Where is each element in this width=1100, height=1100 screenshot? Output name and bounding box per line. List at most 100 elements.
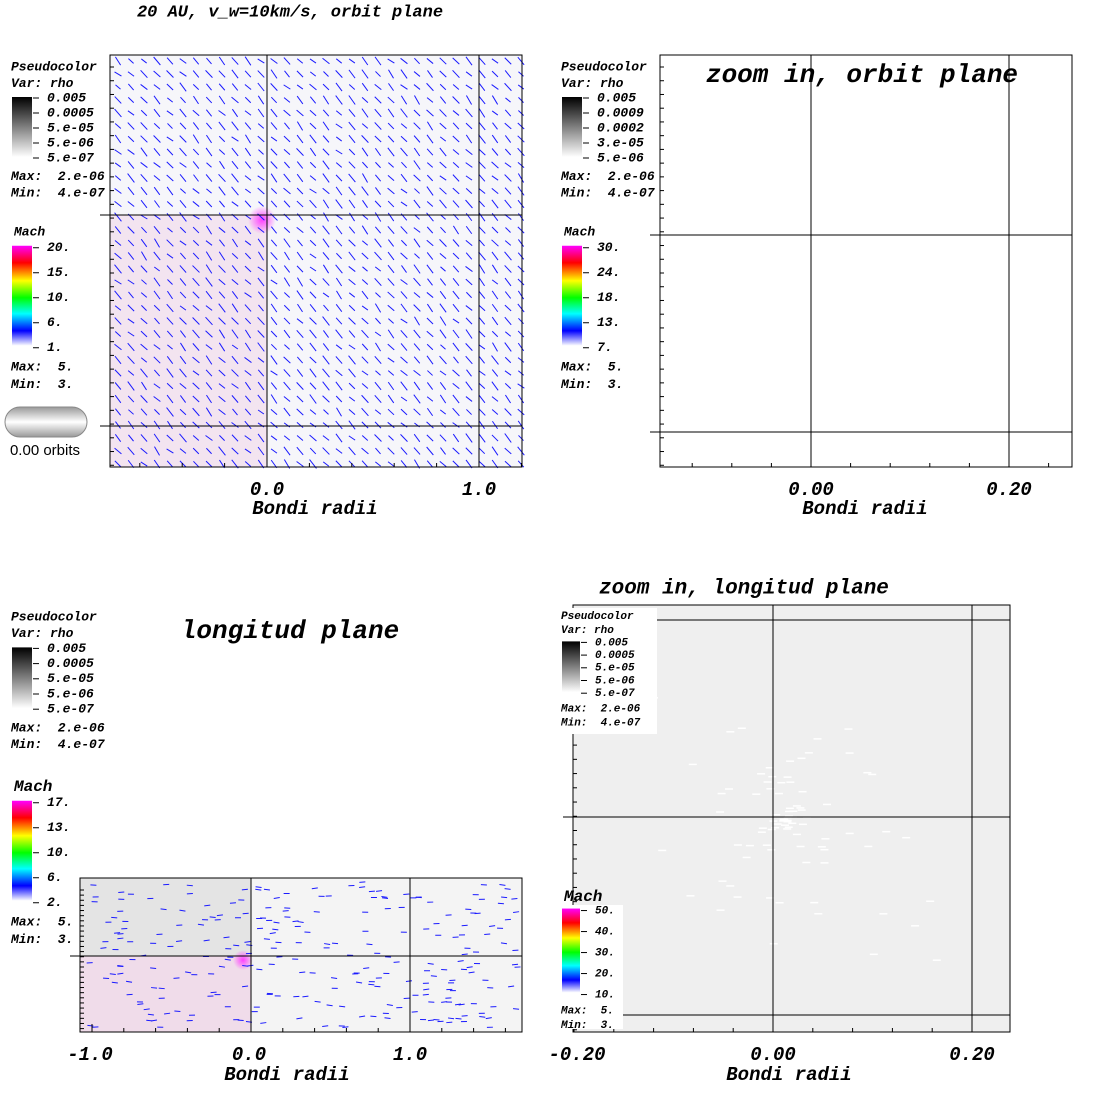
- velocity-arrow: [244, 70, 252, 78]
- velocity-arrow: [218, 251, 226, 261]
- velocity-arrow: [447, 1017, 455, 1020]
- velocity-arrow: [244, 408, 252, 416]
- velocity-arrow: [114, 71, 122, 77]
- velocity-arrow: [309, 253, 317, 259]
- velocity-arrow: [283, 277, 291, 287]
- velocity-arrow: [335, 433, 343, 443]
- velocity-arrow: [273, 896, 280, 899]
- velocity-arrow: [491, 161, 499, 169]
- velocity-arrow: [400, 434, 408, 442]
- velocity-arrow: [426, 186, 434, 196]
- velocity-arrow: [153, 135, 161, 143]
- velocity-arrow: [335, 174, 343, 182]
- velocity-arrow: [478, 304, 486, 312]
- velocity-arrow: [140, 343, 148, 351]
- velocity-arrow: [283, 135, 291, 143]
- velocity-arrow: [400, 447, 408, 455]
- velocity-arrow: [179, 395, 187, 403]
- velocity-arrow: [324, 943, 331, 946]
- velocity-arrow: [400, 147, 408, 157]
- velocity-arrow: [309, 304, 317, 312]
- velocity-arrow: [426, 434, 434, 442]
- legend-min: Min: 4.e-07: [10, 737, 105, 752]
- velocity-arrow: [478, 188, 486, 194]
- velocity-arrow: [504, 447, 512, 455]
- legend-tick-label: 5.e-07: [47, 150, 94, 165]
- velocity-arrow: [153, 175, 161, 181]
- legend-min: Min: 3.: [10, 377, 73, 392]
- velocity-arrow: [413, 238, 421, 248]
- velocity-arrow: [192, 421, 200, 429]
- velocity-arrow: [452, 303, 460, 313]
- velocity-arrow: [374, 212, 382, 222]
- velocity-arrow: [339, 1005, 346, 1008]
- velocity-arrow: [166, 355, 174, 365]
- velocity-arrow: [140, 122, 148, 130]
- legend-tick-label: 0.005: [597, 90, 636, 105]
- velocity-arrow: [299, 971, 306, 974]
- plot-frame: [109, 54, 523, 468]
- velocity-arrow: [166, 330, 174, 338]
- velocity-arrow: [400, 291, 408, 299]
- velocity-arrow: [335, 369, 343, 377]
- velocity-arrow: [218, 83, 226, 91]
- velocity-arrow: [153, 383, 161, 389]
- velocity-arrow: [374, 108, 382, 118]
- velocity-arrow: [296, 277, 304, 287]
- velocity-arrow: [244, 448, 252, 454]
- velocity-arrow: [296, 461, 304, 467]
- velocity-arrow: [127, 71, 135, 77]
- velocity-arrow: [517, 239, 525, 247]
- velocity-arrow: [361, 329, 369, 339]
- velocity-arrow: [465, 421, 473, 429]
- velocity-arrow: [361, 225, 369, 235]
- velocity-arrow: [504, 122, 512, 130]
- velocity-arrow: [309, 122, 317, 130]
- velocity-arrow: [335, 186, 343, 196]
- velocity-arrow: [179, 408, 187, 416]
- velocity-arrow: [413, 408, 421, 416]
- velocity-arrow: [166, 394, 174, 404]
- legend-tick-label: 0.005: [595, 637, 628, 649]
- velocity-arrow: [140, 395, 148, 403]
- velocity-arrow: [179, 58, 187, 64]
- velocity-arrow: [143, 1008, 150, 1011]
- velocity-arrow: [414, 95, 420, 105]
- velocity-arrow: [348, 226, 356, 234]
- velocity-arrow: [478, 383, 486, 389]
- velocity-arrow: [466, 369, 472, 377]
- velocity-arrow: [166, 174, 174, 182]
- velocity-arrow: [439, 329, 447, 339]
- velocity-arrow: [257, 70, 265, 78]
- velocity-arrow: [362, 200, 368, 208]
- velocity-arrow: [283, 396, 291, 402]
- velocity-arrow: [439, 199, 447, 209]
- velocity-arrow: [466, 291, 472, 299]
- velocity-arrow: [381, 896, 388, 898]
- velocity-arrow: [361, 135, 369, 143]
- velocity-arrow: [504, 421, 512, 429]
- velocity-arrow: [323, 212, 329, 222]
- velocity-arrow: [192, 382, 200, 390]
- velocity-arrow: [504, 331, 512, 337]
- velocity-arrow: [244, 304, 252, 312]
- velocity-arrow: [348, 199, 356, 209]
- x-tick-label: -0.20: [548, 1044, 605, 1066]
- velocity-arrow: [387, 96, 395, 104]
- velocity-arrow: [478, 212, 486, 222]
- velocity-arrow: [244, 317, 252, 325]
- velocity-arrow: [206, 83, 212, 91]
- velocity-arrow: [114, 162, 122, 168]
- velocity-arrow: [491, 134, 499, 144]
- velocity-arrow: [478, 69, 486, 79]
- velocity-arrow: [348, 330, 356, 338]
- velocity-arrow: [374, 303, 382, 313]
- x-tick-label: 0.00: [750, 1044, 796, 1066]
- velocity-arrow: [231, 447, 239, 455]
- velocity-arrow: [218, 329, 226, 339]
- velocity-arrow: [504, 394, 512, 404]
- velocity-arrow: [153, 356, 161, 364]
- velocity-arrow: [231, 226, 239, 234]
- velocity-arrow: [257, 369, 265, 377]
- velocity-arrow: [335, 420, 343, 430]
